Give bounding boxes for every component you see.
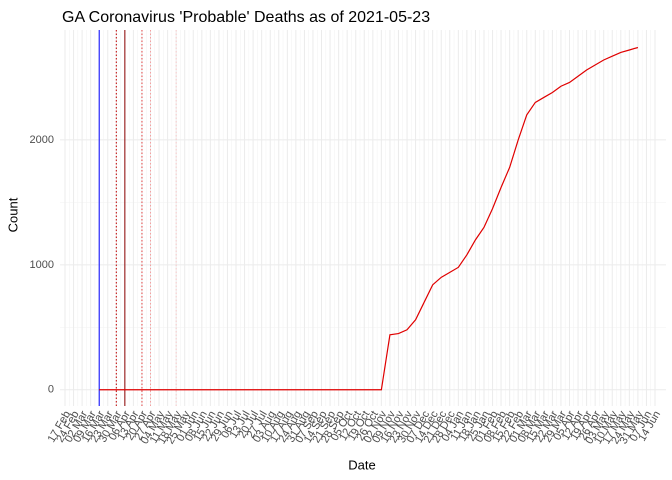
data-line [99, 46, 639, 391]
x-axis-title: Date [348, 457, 375, 472]
y-axis-title: Count [5, 197, 20, 232]
y-tick-label: 1000 [30, 259, 54, 271]
y-tick-label: 2000 [30, 134, 54, 146]
y-tick-label: 0 [48, 384, 54, 396]
chart-title: GA Coronavirus 'Probable' Deaths as of 2… [62, 9, 430, 26]
